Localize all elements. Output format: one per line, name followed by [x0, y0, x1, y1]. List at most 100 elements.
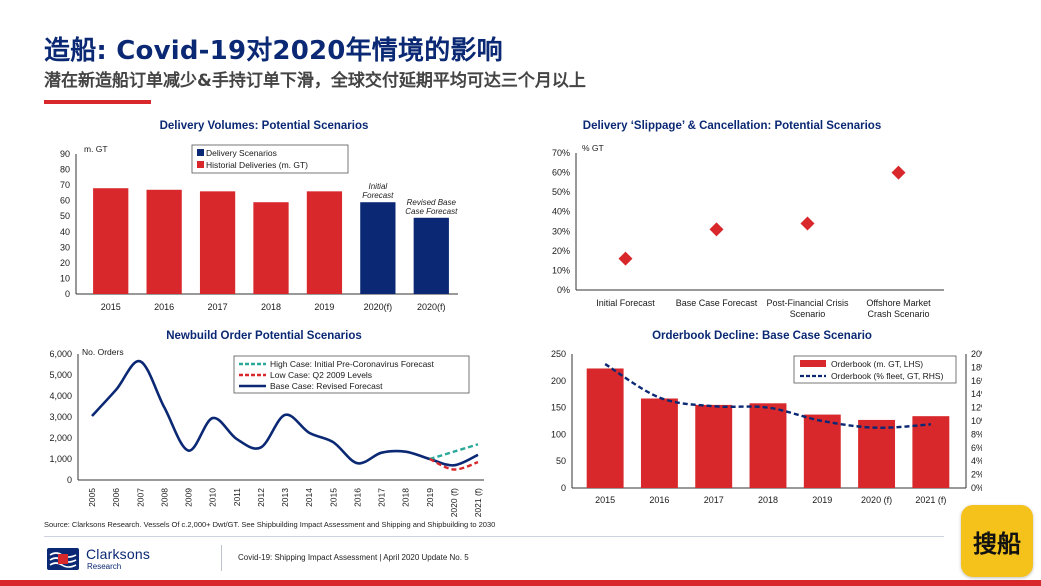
bar [413, 217, 449, 294]
y-tick-label: 150 [551, 403, 566, 413]
x-tick-label: 2015 [328, 488, 338, 507]
y-tick-label: 1,000 [49, 454, 72, 464]
y2-tick-label: 4% [971, 456, 982, 466]
series-line [91, 360, 479, 467]
y2-tick-label: 18% [971, 362, 982, 372]
x-tick-label: 2016 [154, 302, 174, 312]
legend-swatch-historical [197, 161, 204, 168]
page-title: 造船: Covid-19对2020年情境的影响 [44, 36, 503, 66]
y2-tick-label: 12% [971, 403, 982, 413]
y-tick-label: 5,000 [49, 370, 72, 380]
bottom-accent-bar [0, 580, 1041, 586]
data-point [891, 165, 906, 180]
x-tick-label: 2015 [101, 302, 121, 312]
x-tick-label: 2012 [256, 488, 266, 507]
x-tick-label: 2005 [87, 488, 97, 507]
x-tick-label: 2017 [208, 302, 228, 312]
y2-tick-label: 0% [971, 483, 982, 493]
y-axis-label: % GT [582, 143, 604, 153]
data-point [709, 222, 724, 237]
x-tick-label: 2020(f) [417, 302, 446, 312]
y-tick-label: 4,000 [49, 391, 72, 401]
legend-swatch-bar [800, 360, 826, 367]
y2-tick-label: 10% [971, 416, 982, 426]
bar [749, 403, 787, 488]
x-tick-label: 2019 [314, 302, 334, 312]
y-axis-label: No. Orders [82, 347, 124, 357]
bar-annotation: Revised Base [407, 198, 457, 207]
bar [93, 188, 129, 294]
soship-badge[interactable]: 搜船 [961, 505, 1033, 577]
x-tick-label: 2016 [649, 495, 669, 505]
x-tick-label: Scenario [790, 309, 826, 319]
bar [306, 191, 343, 294]
bar [912, 416, 950, 488]
y-tick-label: 30% [552, 226, 570, 236]
data-point [800, 216, 815, 231]
y-tick-label: 70% [552, 148, 570, 158]
x-tick-label: 2018 [401, 488, 411, 507]
clarksons-logo: Clarksons Research [46, 545, 221, 575]
x-tick-label: 2010 [208, 488, 218, 507]
bar [586, 368, 624, 488]
bar [695, 404, 733, 488]
y-tick-label: 50% [552, 187, 570, 197]
legend-label: Orderbook (% fleet, GT, RHS) [831, 371, 944, 381]
badge-label: 搜船 [973, 529, 1021, 558]
y-tick-label: 0 [65, 289, 70, 299]
source-note: Source: Clarksons Research. Vessels Of c… [44, 520, 496, 529]
legend-box [191, 144, 349, 174]
bar [360, 202, 396, 294]
chart-title: Orderbook Decline: Base Case Scenario [652, 330, 872, 342]
y2-tick-label: 6% [971, 443, 982, 453]
report-footer: Covid-19: Shipping Impact Assessment | A… [238, 553, 469, 562]
bar [253, 202, 289, 294]
legend-label: Orderbook (m. GT, LHS) [831, 359, 923, 369]
x-tick-label: 2020(f) [364, 302, 393, 312]
x-tick-label: 2014 [304, 488, 314, 507]
series-line [604, 363, 931, 429]
bar [858, 419, 896, 488]
y-tick-label: 20% [552, 246, 570, 256]
x-tick-label: Crash Scenario [867, 309, 929, 319]
x-tick-label: 2021 (f) [473, 488, 483, 517]
page-subtitle: 潜在新造船订单减少&手持订单下滑，全球交付延期平均可达三个月以上 [44, 71, 586, 91]
x-tick-label: 2021 (f) [915, 495, 946, 505]
x-tick-label: 2008 [159, 488, 169, 507]
y-tick-label: 50 [60, 211, 70, 221]
y-tick-label: 60% [552, 168, 570, 178]
x-tick-label: 2007 [135, 488, 145, 507]
legend-swatch-scenarios [197, 149, 204, 156]
footer-separator [221, 545, 222, 571]
logo-subtitle: Research [87, 562, 122, 571]
y-tick-label: 200 [551, 376, 566, 386]
y-tick-label: 250 [551, 349, 566, 359]
x-tick-label: 2015 [595, 495, 615, 505]
y-tick-label: 70 [60, 180, 70, 190]
y-tick-label: 2,000 [49, 433, 72, 443]
x-tick-label: 2009 [184, 488, 194, 507]
x-tick-label: Post-Financial Crisis [766, 298, 849, 308]
x-tick-label: 2018 [261, 302, 281, 312]
bar-annotation: Case Forecast [405, 207, 458, 216]
y2-tick-label: 8% [971, 429, 982, 439]
y2-tick-label: 2% [971, 470, 982, 480]
x-tick-label: 2006 [111, 488, 121, 507]
y-tick-label: 100 [551, 429, 566, 439]
y-tick-label: 10% [552, 265, 570, 275]
x-tick-label: 2019 [425, 488, 435, 507]
orderbook-decline-chart: Orderbook Decline: Base Case Scenario 0 50… [551, 330, 982, 505]
y-tick-label: 0 [67, 475, 72, 485]
y-tick-label: 6,000 [49, 349, 72, 359]
y-tick-label: 40% [552, 207, 570, 217]
y2-tick-label: 16% [971, 376, 982, 386]
x-tick-label: Offshore Market [866, 298, 931, 308]
x-tick-label: 2017 [377, 488, 387, 507]
x-tick-label: 2016 [352, 488, 362, 507]
bar-annotation: Initial [369, 182, 388, 191]
x-tick-label: Initial Forecast [596, 298, 655, 308]
delivery-volumes-chart: Delivery Volumes: Potential Scenarios 0 10… [60, 120, 458, 312]
y2-tick-label: 20% [971, 349, 982, 359]
y-tick-label: 20 [60, 258, 70, 268]
y-tick-label: 10 [60, 273, 70, 283]
